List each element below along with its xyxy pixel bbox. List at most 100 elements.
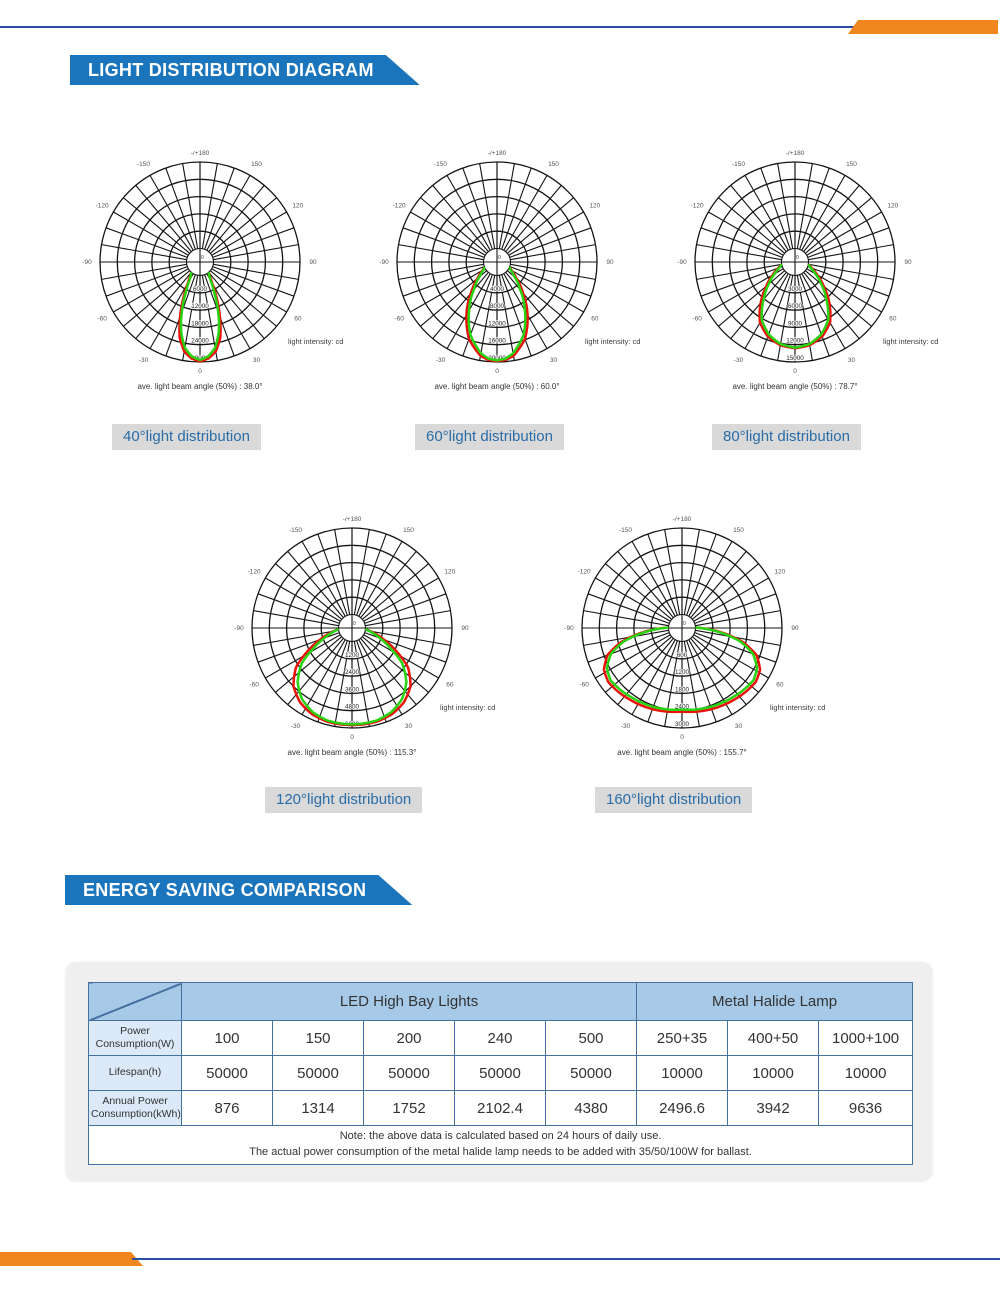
table-corner-cell bbox=[88, 982, 182, 1021]
light-intensity-label: light intensity: cd bbox=[585, 337, 640, 346]
table-cell: 1752 bbox=[363, 1090, 455, 1126]
polar-grid: -150 -120 -90 -60 -30 30 60 90 120 150 -/+180 0 0 300… bbox=[677, 150, 938, 391]
table-cell: 4380 bbox=[544, 1090, 638, 1126]
green-intensity-curve bbox=[296, 628, 408, 726]
table-row-annual-power: Annual Power Consumption(kWh) 876 1314 1… bbox=[88, 1090, 914, 1126]
row-label-lifespan: Lifespan(h) bbox=[88, 1055, 182, 1091]
svg-text:60: 60 bbox=[889, 316, 897, 323]
table-cell: 250+35 bbox=[636, 1020, 729, 1056]
table-cell: 2496.6 bbox=[636, 1090, 729, 1126]
svg-text:-120: -120 bbox=[691, 203, 704, 210]
group-header-led: LED High Bay Lights bbox=[180, 982, 638, 1021]
chart-caption-60deg: 60°light distribution bbox=[415, 424, 564, 450]
svg-text:60: 60 bbox=[446, 682, 454, 689]
polar-chart-60deg: -150 -120 -90 -60 -30 30 60 90 120 150 -/+180 0 0 400… bbox=[347, 135, 667, 403]
svg-text:30: 30 bbox=[550, 357, 558, 364]
table-cell: 50000 bbox=[454, 1055, 546, 1091]
svg-text:120: 120 bbox=[292, 203, 303, 210]
svg-text:20000: 20000 bbox=[488, 355, 506, 362]
svg-text:-120: -120 bbox=[578, 569, 591, 576]
svg-text:-/+180: -/+180 bbox=[673, 516, 692, 523]
svg-text:0: 0 bbox=[793, 368, 797, 375]
chart-caption-120deg: 120°light distribution bbox=[265, 787, 423, 813]
svg-text:1200: 1200 bbox=[675, 669, 690, 676]
svg-text:-150: -150 bbox=[732, 161, 745, 168]
red-intensity-curve bbox=[602, 626, 762, 714]
svg-text:24000: 24000 bbox=[191, 338, 209, 345]
table-cell: 200 bbox=[363, 1020, 455, 1056]
svg-text:0: 0 bbox=[683, 621, 686, 627]
svg-text:-90: -90 bbox=[82, 259, 92, 266]
svg-text:0: 0 bbox=[680, 734, 684, 741]
bottom-orange-accent-bar bbox=[0, 1252, 143, 1266]
svg-text:-30: -30 bbox=[436, 357, 446, 364]
svg-text:-/+180: -/+180 bbox=[786, 150, 805, 157]
svg-text:150: 150 bbox=[733, 527, 744, 534]
light-intensity-label: light intensity: cd bbox=[883, 337, 938, 346]
svg-text:16000: 16000 bbox=[488, 338, 506, 345]
row-label-annual-power: Annual Power Consumption(kWh) bbox=[88, 1090, 182, 1126]
svg-text:-120: -120 bbox=[393, 203, 406, 210]
table-cell: 10000 bbox=[727, 1055, 820, 1091]
beam-angle-label: ave. light beam angle (50%) : 78.7° bbox=[732, 382, 857, 391]
svg-text:600: 600 bbox=[677, 652, 688, 659]
svg-text:-60: -60 bbox=[394, 316, 404, 323]
svg-text:1800: 1800 bbox=[675, 686, 690, 693]
svg-text:8000: 8000 bbox=[490, 303, 505, 310]
polar-chart-160deg: -150 -120 -90 -60 -30 30 60 90 120 150 -/+180 0 0 600… bbox=[532, 501, 852, 769]
energy-comparison-table: LED High Bay Lights Metal Halide Lamp Po… bbox=[87, 982, 914, 1165]
table-note: Note: the above data is calculated based… bbox=[87, 1125, 914, 1165]
svg-text:30: 30 bbox=[848, 357, 856, 364]
svg-text:120: 120 bbox=[589, 203, 600, 210]
svg-text:150: 150 bbox=[846, 161, 857, 168]
table-cell: 876 bbox=[181, 1090, 273, 1126]
svg-text:6000: 6000 bbox=[788, 303, 803, 310]
polar-chart-120deg: -150 -120 -90 -60 -30 30 60 90 120 150 -/+180 0 0 120… bbox=[202, 501, 522, 769]
svg-text:4800: 4800 bbox=[345, 704, 360, 711]
table-cell: 10000 bbox=[818, 1055, 914, 1091]
table-cell: 240 bbox=[454, 1020, 546, 1056]
polar-grid: -150 -120 -90 -60 -30 30 60 90 120 150 -/+180 0 0 400… bbox=[379, 150, 640, 391]
svg-text:30: 30 bbox=[735, 723, 743, 730]
svg-text:-30: -30 bbox=[621, 723, 631, 730]
svg-text:12000: 12000 bbox=[191, 303, 209, 310]
svg-text:-150: -150 bbox=[434, 161, 447, 168]
table-cell: 500 bbox=[544, 1020, 638, 1056]
svg-text:120: 120 bbox=[887, 203, 898, 210]
svg-text:-/+180: -/+180 bbox=[191, 150, 210, 157]
polar-chart-40deg: -150 -120 -90 -60 -30 30 60 90 120 150 -/+180 0 0 600… bbox=[50, 135, 370, 403]
table-cell: 50000 bbox=[181, 1055, 273, 1091]
group-header-metal-halide: Metal Halide Lamp bbox=[636, 982, 914, 1021]
bottom-rule-line bbox=[132, 1258, 1000, 1260]
svg-text:-60: -60 bbox=[97, 316, 107, 323]
polar-grid: -150 -120 -90 -60 -30 30 60 90 120 150 -/+180 0 0 600… bbox=[82, 150, 343, 391]
svg-text:6000: 6000 bbox=[193, 286, 208, 293]
table-cell: 50000 bbox=[363, 1055, 455, 1091]
svg-text:3000: 3000 bbox=[675, 721, 690, 728]
beam-angle-label: ave. light beam angle (50%) : 60.0° bbox=[434, 382, 559, 391]
svg-text:0: 0 bbox=[353, 621, 356, 627]
light-intensity-label: light intensity: cd bbox=[440, 703, 495, 712]
beam-angle-label: ave. light beam angle (50%) : 38.0° bbox=[137, 382, 262, 391]
svg-text:3600: 3600 bbox=[345, 686, 360, 693]
svg-text:0: 0 bbox=[796, 255, 799, 261]
row-label-power: Power Consumption(W) bbox=[88, 1020, 182, 1056]
svg-text:-60: -60 bbox=[249, 682, 259, 689]
polar-chart-80deg: -150 -120 -90 -60 -30 30 60 90 120 150 -/+180 0 0 300… bbox=[645, 135, 965, 403]
svg-text:-90: -90 bbox=[379, 259, 389, 266]
svg-text:-90: -90 bbox=[564, 625, 574, 632]
svg-text:60: 60 bbox=[591, 316, 599, 323]
svg-text:0: 0 bbox=[201, 255, 204, 261]
svg-text:-90: -90 bbox=[677, 259, 687, 266]
table-row-power: Power Consumption(W) 100 150 200 240 500… bbox=[88, 1020, 914, 1056]
svg-text:18000: 18000 bbox=[191, 320, 209, 327]
table-cell: 100 bbox=[181, 1020, 273, 1056]
svg-text:-90: -90 bbox=[234, 625, 244, 632]
svg-text:-/+180: -/+180 bbox=[343, 516, 362, 523]
svg-text:0: 0 bbox=[498, 255, 501, 261]
svg-text:90: 90 bbox=[606, 259, 614, 266]
section-title-energy-saving: ENERGY SAVING COMPARISON bbox=[65, 875, 412, 905]
svg-text:150: 150 bbox=[403, 527, 414, 534]
table-cell: 400+50 bbox=[727, 1020, 820, 1056]
